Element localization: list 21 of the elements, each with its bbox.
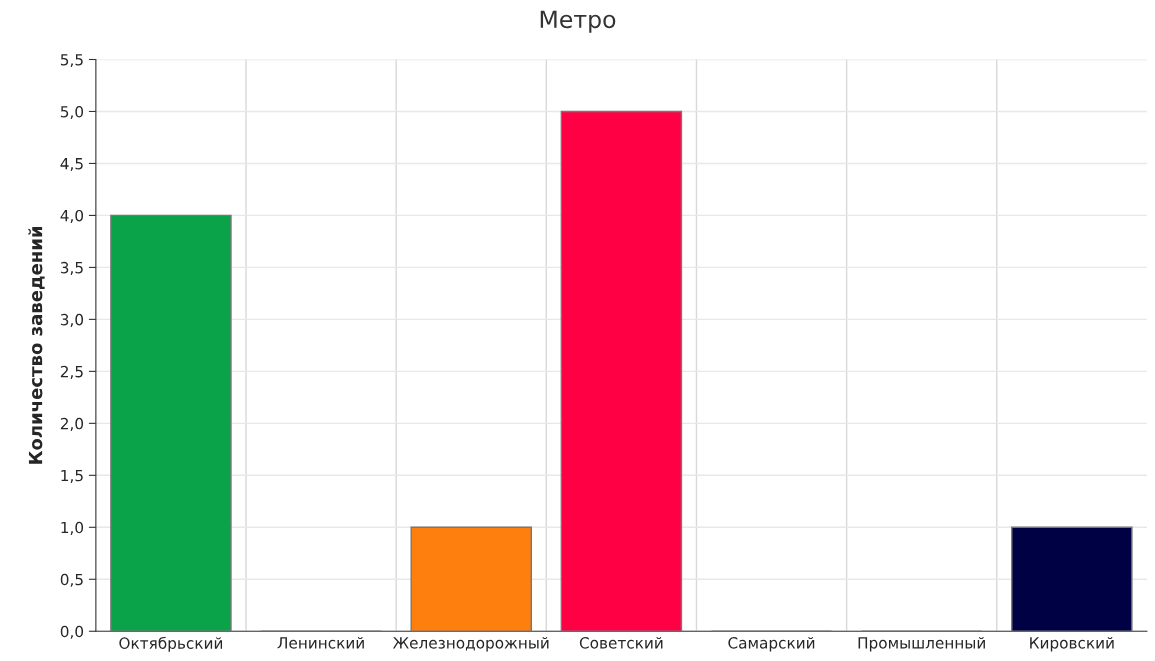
y-tick-label: 5,0 bbox=[60, 105, 84, 120]
x-tick-label: Промышленный bbox=[858, 636, 985, 652]
y-tick-label: 0,5 bbox=[60, 573, 83, 587]
chart-title: Метро bbox=[540, 10, 616, 33]
x-tick-label: Ленинский bbox=[277, 636, 364, 649]
x-tick-label: Железнодорожный bbox=[392, 636, 549, 652]
y-tick-label: 2,5 bbox=[60, 365, 83, 379]
x-tick-label: Октябрьский bbox=[119, 636, 223, 652]
x-tick-label: Советский bbox=[579, 636, 663, 649]
y-axis-title: Количество заведений bbox=[28, 226, 45, 464]
y-tick-label: 3,0 bbox=[60, 313, 84, 327]
y-tick-label: 3,5 bbox=[60, 261, 83, 275]
y-tick-label: 1,0 bbox=[61, 521, 84, 535]
y-tick-label: 2,0 bbox=[60, 417, 84, 431]
y-tick-label: 1,5 bbox=[61, 469, 83, 483]
y-tick-label: 0,0 bbox=[60, 625, 84, 639]
y-tick-label: 5,5 bbox=[60, 54, 83, 68]
y-tick-label: 4,0 bbox=[60, 209, 84, 224]
y-tick-label: 4,5 bbox=[60, 158, 83, 172]
x-tick-label: Кировский bbox=[1030, 636, 1114, 652]
x-tick-label: Самарский bbox=[728, 636, 815, 652]
